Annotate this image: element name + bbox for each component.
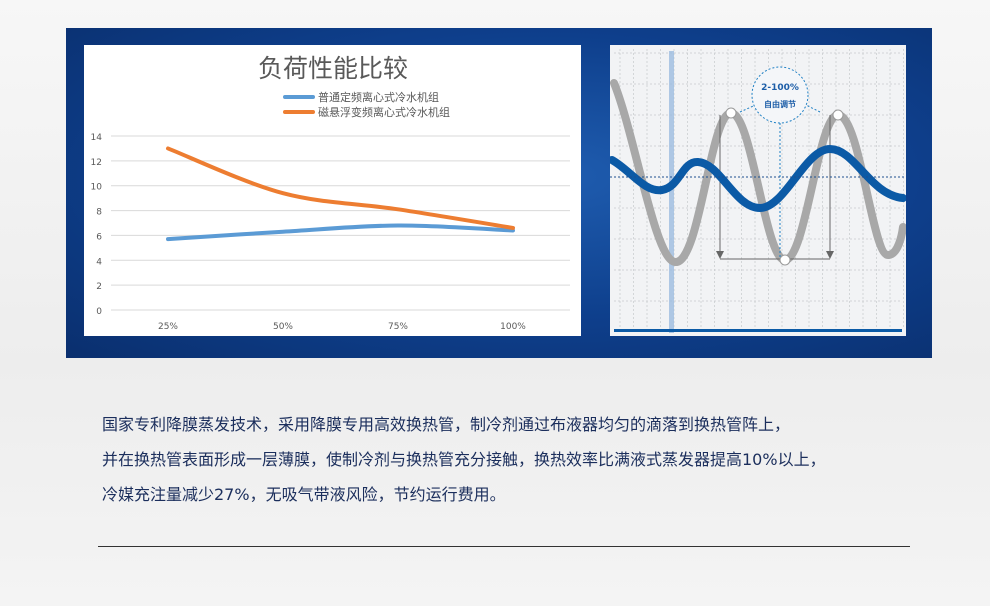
variable-frequency-wave-graphic: 2-100% 自由调节 bbox=[608, 45, 907, 336]
annotation-bubble bbox=[751, 66, 809, 124]
legend-label-series-2: 磁悬浮变频离心式冷水机组 bbox=[318, 105, 450, 119]
x-tick-label: 50% bbox=[273, 322, 293, 332]
y-tick-label: 10 bbox=[91, 183, 103, 193]
bottom-axis-line bbox=[614, 329, 902, 332]
arrow-head-left bbox=[716, 251, 724, 259]
y-tick-label: 6 bbox=[96, 232, 102, 242]
chart-title: 负荷性能比较 bbox=[258, 54, 408, 83]
range-label: 2-100% bbox=[761, 83, 799, 93]
section-divider bbox=[98, 546, 910, 547]
y-tick-label: 12 bbox=[91, 158, 102, 168]
legend-label-series-1: 普通定频离心式冷水机组 bbox=[318, 90, 439, 104]
peak-marker bbox=[725, 107, 737, 119]
peak-marker bbox=[832, 109, 844, 121]
y-tick-label: 2 bbox=[96, 282, 102, 292]
y-tick-label: 14 bbox=[91, 133, 103, 143]
y-tick-label: 8 bbox=[96, 208, 102, 218]
gray-wave-line bbox=[610, 79, 907, 266]
arrow-head-right bbox=[826, 251, 834, 259]
adjust-label: 自由调节 bbox=[764, 99, 796, 109]
load-performance-chart: 负荷性能比较 普通定频离心式冷水机组 磁悬浮变频离心式冷水机组 0 2 4 6 8 10 1… bbox=[84, 45, 581, 336]
description-line: 并在换热管表面形成一层薄膜，使制冷剂与换热管充分接触，换热效率比满液式蒸发器提高… bbox=[102, 450, 826, 469]
x-tick-label: 75% bbox=[388, 322, 408, 332]
y-tick-label: 0 bbox=[96, 307, 102, 317]
description-line: 国家专利降膜蒸发技术，采用降膜专用高效换热管，制冷剂通过布液器均匀的滴落到换热管… bbox=[102, 415, 791, 434]
y-tick-label: 4 bbox=[96, 257, 102, 267]
wave-svg: 2-100% 自由调节 bbox=[608, 49, 907, 333]
x-tick-label: 25% bbox=[158, 322, 178, 332]
vertical-axis-bar bbox=[669, 51, 674, 333]
x-tick-label: 100% bbox=[500, 322, 526, 332]
series-line-2 bbox=[166, 146, 515, 230]
chart-svg: 负荷性能比较 普通定频离心式冷水机组 磁悬浮变频离心式冷水机组 0 2 4 6 8 10 1… bbox=[91, 54, 570, 332]
trough-marker bbox=[779, 254, 791, 266]
series-line-1 bbox=[166, 223, 515, 242]
blue-wave-line bbox=[608, 144, 907, 213]
description-text: 国家专利降膜蒸发技术，采用降膜专用高效换热管，制冷剂通过布液器均匀的滴落到换热管… bbox=[102, 407, 922, 512]
chart-legend: 普通定频离心式冷水机组 磁悬浮变频离心式冷水机组 bbox=[283, 90, 450, 119]
description-line: 冷媒充注量减少27%，无吸气带液风险，节约运行费用。 bbox=[102, 485, 506, 504]
